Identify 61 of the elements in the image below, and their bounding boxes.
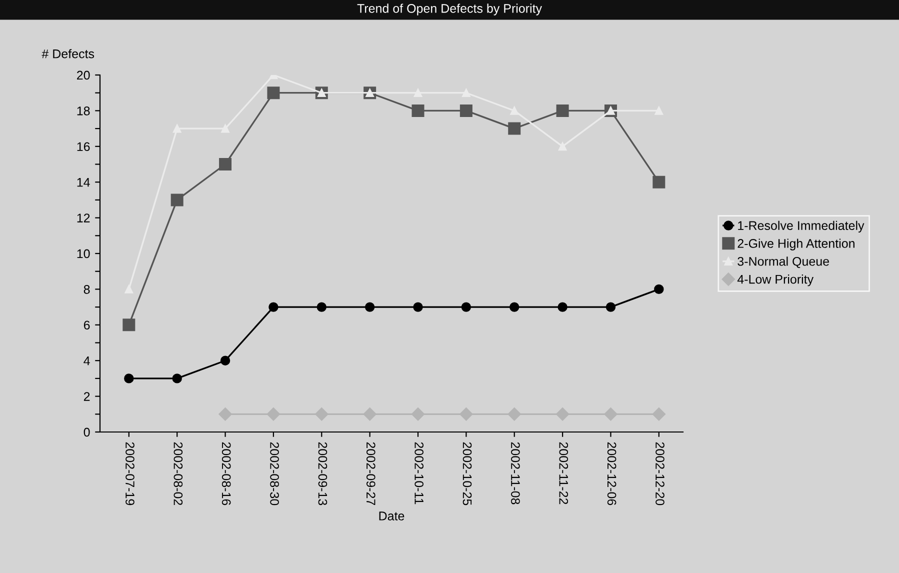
x-tick-label: 2002-12-20	[656, 442, 664, 506]
x-axis-title: Date	[379, 512, 404, 520]
y-tick-label: 18	[77, 106, 90, 116]
point	[508, 408, 521, 421]
point	[122, 318, 136, 332]
point	[606, 302, 616, 312]
point	[558, 302, 568, 312]
point	[412, 104, 424, 117]
point	[364, 302, 375, 312]
x-tick-label: 2002-07-19	[126, 442, 134, 506]
point	[363, 408, 376, 421]
x-tick-label: 2002-11-08	[511, 442, 520, 504]
point	[124, 374, 134, 384]
point	[604, 408, 618, 421]
y-tick-label: 20	[77, 70, 90, 80]
legend-label: 2-Give High Attention	[738, 238, 854, 250]
legend-label: 3-Normal Queue	[738, 256, 829, 268]
point	[315, 408, 328, 421]
point	[508, 122, 521, 135]
point	[219, 158, 232, 170]
y-tick-label: 8	[84, 285, 90, 294]
point	[172, 374, 182, 384]
y-tick-label: 16	[77, 142, 90, 152]
y-tick-label: 6	[84, 320, 90, 330]
y-tick-label: 12	[77, 214, 90, 222]
x-tick-label: 2002-10-25	[462, 442, 472, 506]
point	[170, 194, 184, 206]
point	[652, 408, 666, 421]
y-axis-title: # Defects	[42, 49, 94, 58]
point	[556, 104, 569, 117]
point	[510, 302, 520, 312]
point	[268, 302, 278, 312]
chart-title: Trend of Open Defects by Priority	[357, 4, 542, 16]
point	[460, 408, 473, 421]
point	[267, 86, 280, 100]
point	[413, 302, 423, 312]
point	[460, 104, 472, 117]
point	[220, 356, 230, 366]
y-tick-label: 4	[84, 356, 90, 366]
point	[461, 302, 472, 312]
legend-label: 4-Low Priority	[737, 274, 814, 286]
point	[316, 302, 326, 312]
y-tick-label: 2	[84, 392, 90, 401]
x-tick-label: 2002-09-13	[318, 442, 328, 506]
y-tick-label: 14	[77, 178, 90, 187]
x-tick-label: 2002-10-11	[414, 442, 424, 504]
point	[266, 408, 280, 421]
point	[654, 284, 664, 294]
point	[556, 408, 570, 421]
point	[218, 408, 232, 421]
x-tick-label: 2002-08-30	[270, 442, 279, 506]
x-tick-label: 2002-08-16	[222, 442, 231, 506]
y-tick-label: 10	[77, 249, 90, 258]
x-tick-label: 2002-12-06	[607, 442, 616, 506]
x-tick-label: 2002-08-02	[174, 442, 183, 506]
x-tick-label: 2002-11-22	[559, 442, 568, 504]
point	[411, 408, 425, 421]
legend-label: 1-Resolve Immediately	[738, 220, 864, 232]
y-tick-label: 0	[84, 428, 90, 437]
point	[652, 176, 666, 188]
x-tick-label: 2002-09-27	[366, 442, 376, 506]
